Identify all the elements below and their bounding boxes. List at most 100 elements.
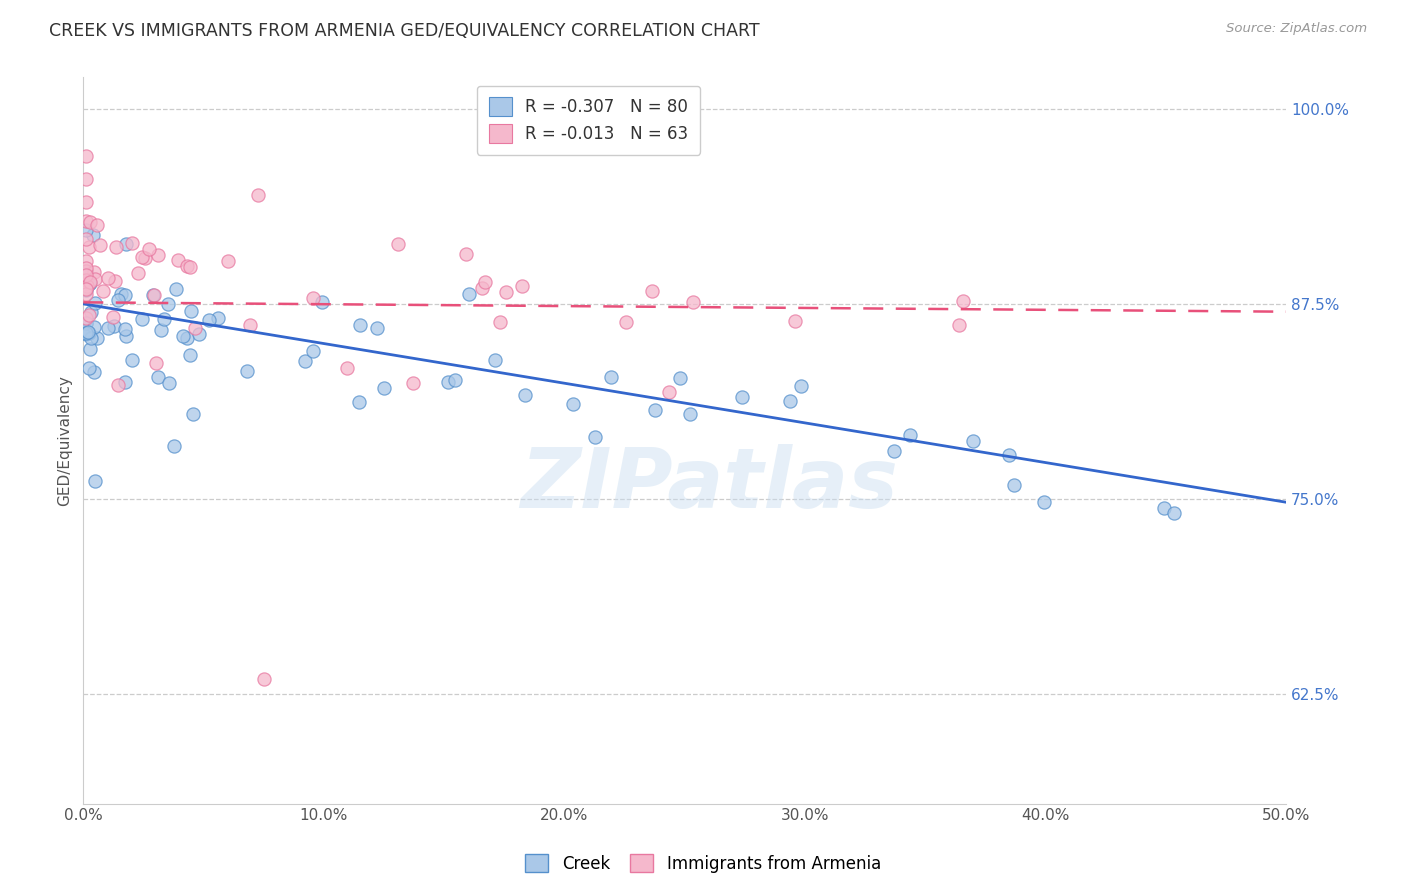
- Point: [134, 252, 156, 266]
- Point: [253, 672, 276, 686]
- Point: [1153, 501, 1175, 516]
- Point: [679, 407, 702, 421]
- Point: [900, 427, 922, 442]
- Point: [998, 448, 1021, 462]
- Point: [311, 294, 333, 309]
- Point: [75, 172, 97, 186]
- Point: [75, 194, 97, 209]
- Point: [366, 321, 388, 335]
- Point: [172, 329, 194, 343]
- Point: [165, 282, 187, 296]
- Point: [77, 277, 100, 292]
- Point: [83, 296, 105, 310]
- Point: [138, 242, 160, 256]
- Point: [75, 282, 97, 296]
- Point: [294, 354, 316, 368]
- Point: [198, 312, 221, 326]
- Point: [105, 240, 128, 254]
- Point: [77, 361, 100, 376]
- Point: [458, 287, 481, 301]
- Point: [1163, 506, 1185, 520]
- Point: [783, 314, 806, 328]
- Point: [79, 214, 101, 228]
- Point: [302, 291, 325, 305]
- Point: [75, 317, 97, 331]
- Point: [641, 284, 664, 298]
- Point: [77, 325, 100, 339]
- Point: [107, 377, 129, 392]
- Point: [176, 260, 198, 274]
- Point: [180, 303, 202, 318]
- Point: [179, 348, 201, 362]
- Point: [82, 227, 104, 242]
- Point: [779, 393, 801, 408]
- Point: [75, 283, 97, 297]
- Point: [89, 238, 111, 252]
- Point: [962, 434, 984, 448]
- Point: [107, 293, 129, 308]
- Point: [114, 321, 136, 335]
- Legend: R = -0.307   N = 80, R = -0.013   N = 63: R = -0.307 N = 80, R = -0.013 N = 63: [477, 86, 700, 155]
- Text: CREEK VS IMMIGRANTS FROM ARMENIA GED/EQUIVALENCY CORRELATION CHART: CREEK VS IMMIGRANTS FROM ARMENIA GED/EQU…: [49, 22, 759, 40]
- Point: [75, 316, 97, 330]
- Point: [79, 275, 101, 289]
- Point: [114, 288, 136, 302]
- Point: [562, 397, 585, 411]
- Point: [114, 375, 136, 389]
- Point: [104, 274, 127, 288]
- Point: [207, 311, 229, 326]
- Point: [176, 331, 198, 345]
- Point: [247, 187, 270, 202]
- Point: [1033, 495, 1056, 509]
- Point: [75, 310, 97, 325]
- Point: [239, 318, 262, 332]
- Point: [146, 248, 169, 262]
- Point: [145, 356, 167, 370]
- Point: [166, 252, 188, 267]
- Point: [488, 315, 510, 329]
- Point: [86, 218, 108, 232]
- Point: [75, 324, 97, 338]
- Point: [75, 260, 97, 275]
- Point: [75, 326, 97, 340]
- Point: [510, 279, 533, 293]
- Point: [121, 235, 143, 250]
- Point: [77, 308, 100, 322]
- Point: [79, 277, 101, 291]
- Point: [495, 285, 517, 299]
- Point: [131, 312, 153, 326]
- Point: [75, 264, 97, 278]
- Point: [97, 271, 120, 285]
- Point: [121, 352, 143, 367]
- Point: [75, 254, 97, 268]
- Point: [84, 272, 107, 286]
- Point: [471, 281, 494, 295]
- Point: [437, 375, 460, 389]
- Point: [83, 365, 105, 379]
- Point: [150, 323, 173, 337]
- Point: [75, 265, 97, 279]
- Point: [454, 246, 477, 260]
- Point: [75, 268, 97, 282]
- Point: [515, 387, 537, 401]
- Point: [401, 376, 423, 390]
- Point: [217, 254, 239, 268]
- Point: [142, 287, 165, 301]
- Point: [75, 326, 97, 341]
- Point: [790, 379, 813, 393]
- Point: [373, 381, 395, 395]
- Point: [658, 384, 681, 399]
- Point: [75, 287, 97, 301]
- Point: [157, 376, 180, 391]
- Point: [80, 331, 103, 345]
- Point: [883, 444, 905, 458]
- Point: [184, 321, 207, 335]
- Point: [474, 275, 496, 289]
- Y-axis label: GED/Equivalency: GED/Equivalency: [58, 376, 72, 506]
- Point: [79, 343, 101, 357]
- Point: [600, 370, 623, 384]
- Point: [131, 250, 153, 264]
- Point: [91, 285, 114, 299]
- Point: [75, 271, 97, 285]
- Point: [484, 352, 506, 367]
